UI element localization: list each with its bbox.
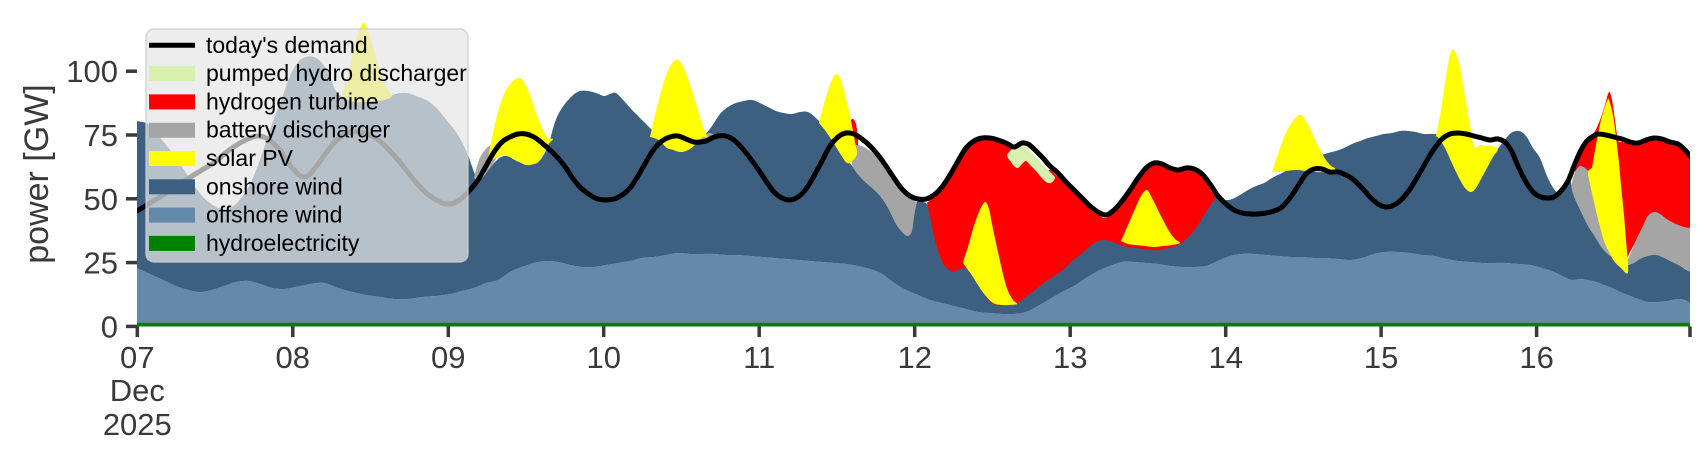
svg-text:100: 100 [66, 54, 118, 89]
svg-text:07: 07 [120, 340, 154, 375]
svg-text:75: 75 [84, 118, 118, 153]
svg-text:25: 25 [84, 246, 118, 281]
svg-text:13: 13 [1053, 340, 1087, 375]
svg-text:10: 10 [586, 340, 620, 375]
svg-text:pumped hydro discharger: pumped hydro discharger [206, 60, 467, 86]
svg-text:14: 14 [1208, 340, 1242, 375]
svg-text:battery discharger: battery discharger [206, 117, 390, 143]
svg-text:50: 50 [84, 182, 118, 217]
svg-text:Dec: Dec [110, 373, 165, 408]
svg-text:16: 16 [1519, 340, 1553, 375]
svg-text:15: 15 [1364, 340, 1398, 375]
svg-text:today's demand: today's demand [206, 32, 368, 58]
svg-text:power [GW]: power [GW] [18, 84, 56, 263]
svg-text:onshore wind: onshore wind [206, 173, 343, 199]
svg-text:0: 0 [101, 309, 118, 344]
svg-text:offshore wind: offshore wind [206, 202, 342, 228]
svg-text:hydrogen turbine: hydrogen turbine [206, 88, 379, 114]
svg-text:12: 12 [897, 340, 931, 375]
svg-text:11: 11 [743, 340, 775, 375]
svg-text:08: 08 [276, 340, 310, 375]
svg-text:solar PV: solar PV [206, 145, 294, 171]
svg-text:2025: 2025 [103, 407, 172, 442]
svg-text:09: 09 [431, 340, 465, 375]
svg-text:hydroelectricity: hydroelectricity [206, 230, 360, 256]
